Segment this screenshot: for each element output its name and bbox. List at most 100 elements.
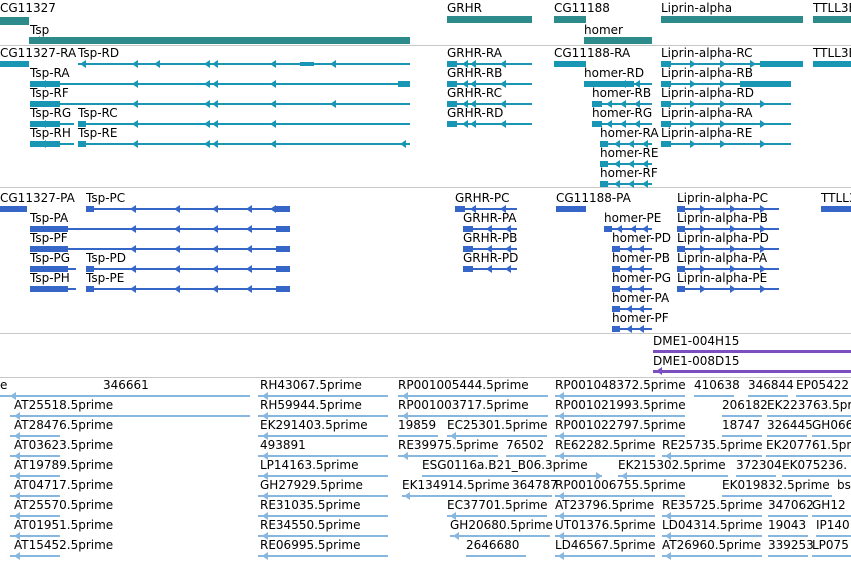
feature-label[interactable]: 2646680	[466, 538, 520, 552]
feature-glyph[interactable]	[584, 37, 652, 44]
feature-glyph[interactable]	[78, 120, 410, 128]
feature-bar[interactable]	[584, 37, 652, 44]
feature-glyph[interactable]	[661, 140, 791, 148]
feature-glyph[interactable]	[555, 392, 685, 400]
exon-block[interactable]	[677, 266, 685, 272]
feature-label[interactable]: 410638	[694, 378, 740, 392]
feature-glyph[interactable]	[554, 16, 586, 23]
feature-glyph[interactable]	[398, 392, 548, 400]
feature-label[interactable]: GRHR-PB	[463, 231, 518, 245]
exon-block[interactable]	[677, 246, 685, 252]
feature-label[interactable]: homer-PA	[612, 291, 670, 305]
feature-glyph[interactable]	[463, 245, 517, 253]
feature-glyph[interactable]	[86, 205, 290, 213]
feature-glyph[interactable]	[768, 555, 808, 557]
feature-bar[interactable]	[555, 495, 685, 497]
feature-label[interactable]: EC37701.5prime	[447, 498, 548, 512]
exon-block[interactable]	[30, 226, 68, 232]
feature-bar[interactable]	[677, 208, 779, 210]
exon-block[interactable]	[612, 306, 620, 312]
feature-glyph[interactable]	[258, 432, 388, 440]
feature-label[interactable]: Liprin-alpha	[661, 1, 733, 15]
feature-glyph[interactable]	[463, 225, 517, 233]
exon-block[interactable]	[86, 286, 94, 292]
feature-bar[interactable]	[86, 268, 290, 270]
feature-bar[interactable]	[10, 535, 60, 537]
feature-glyph[interactable]	[661, 120, 791, 128]
exon-block[interactable]	[455, 206, 465, 212]
feature-bar[interactable]	[258, 495, 388, 497]
feature-label[interactable]: Liprin-alpha-RE	[661, 126, 753, 140]
feature-glyph[interactable]	[813, 16, 851, 23]
feature-bar[interactable]	[0, 17, 29, 25]
feature-glyph[interactable]	[30, 80, 410, 88]
feature-glyph[interactable]	[30, 245, 290, 253]
feature-glyph[interactable]	[10, 412, 250, 420]
exon-block[interactable]	[398, 81, 410, 87]
feature-glyph[interactable]	[555, 512, 655, 520]
exon-block[interactable]	[677, 206, 685, 212]
feature-glyph[interactable]	[600, 180, 652, 188]
feature-bar[interactable]	[722, 415, 762, 417]
feature-glyph[interactable]	[78, 140, 410, 148]
feature-glyph[interactable]	[736, 475, 776, 477]
feature-bar[interactable]	[736, 475, 776, 477]
feature-bar[interactable]	[555, 455, 655, 457]
feature-glyph[interactable]	[258, 552, 388, 560]
feature-glyph[interactable]	[447, 512, 547, 520]
feature-label[interactable]: EK134914.5prime	[402, 478, 510, 492]
feature-glyph[interactable]	[10, 552, 60, 560]
exon-block[interactable]	[600, 161, 608, 167]
feature-glyph[interactable]	[258, 492, 388, 500]
exon-block[interactable]	[463, 246, 473, 252]
feature-glyph[interactable]	[447, 16, 532, 23]
feature-bar[interactable]	[662, 535, 762, 537]
feature-label[interactable]: Liprin-alpha-RA	[661, 106, 753, 120]
feature-glyph[interactable]	[796, 395, 851, 397]
feature-label[interactable]: AT25570.5prime	[14, 498, 114, 512]
feature-label[interactable]: DME1-008D15	[653, 354, 740, 368]
feature-glyph[interactable]	[662, 512, 762, 520]
feature-label[interactable]: 19043	[768, 518, 807, 532]
feature-glyph[interactable]	[556, 206, 586, 212]
feature-label[interactable]: AT19789.5prime	[14, 458, 114, 472]
feature-label[interactable]: Liprin-alpha-PE	[677, 271, 768, 285]
feature-label[interactable]: homer-RG	[592, 106, 653, 120]
feature-bar[interactable]	[555, 395, 685, 397]
feature-label[interactable]: LP14163.5prime	[260, 458, 359, 472]
exon-block[interactable]	[600, 181, 608, 187]
exon-block[interactable]	[30, 246, 68, 252]
feature-glyph[interactable]	[555, 432, 685, 440]
feature-label[interactable]: homer-RF	[600, 166, 658, 180]
feature-label[interactable]: RE34550.5prime	[260, 518, 361, 532]
feature-bar[interactable]	[677, 268, 779, 270]
feature-label[interactable]: homer-RB	[592, 86, 652, 100]
feature-label[interactable]: RP001003717.5prime	[398, 398, 529, 412]
feature-label[interactable]: AT03623.5prime	[14, 438, 114, 452]
feature-glyph[interactable]	[677, 225, 779, 233]
feature-label[interactable]: GH27929.5prime	[260, 478, 363, 492]
feature-bar[interactable]	[78, 143, 410, 145]
feature-label[interactable]: Liprin-alpha-PA	[677, 251, 768, 265]
feature-label[interactable]: TTLL3B	[813, 1, 851, 15]
feature-label[interactable]: RE39975.5prime	[398, 438, 499, 452]
feature-label[interactable]: homer-PF	[612, 311, 669, 325]
feature-glyph[interactable]	[821, 206, 851, 212]
exon-block[interactable]	[677, 286, 685, 292]
feature-label[interactable]: Liprin-alpha-PB	[677, 211, 768, 225]
exon-block[interactable]	[661, 81, 671, 87]
feature-bar[interactable]	[600, 183, 652, 185]
feature-bar[interactable]	[722, 435, 762, 437]
feature-bar[interactable]	[694, 395, 734, 397]
feature-glyph[interactable]	[0, 392, 250, 400]
feature-glyph[interactable]	[768, 535, 808, 537]
feature-bar[interactable]	[556, 206, 586, 212]
feature-label[interactable]: Tsp-RA	[30, 66, 70, 80]
exon-block[interactable]	[612, 266, 620, 272]
feature-label[interactable]: AT23796.5prime	[555, 498, 655, 512]
feature-label[interactable]: RP001021993.5prime	[555, 398, 686, 412]
feature-bar[interactable]	[600, 163, 652, 165]
feature-bar[interactable]	[258, 555, 388, 557]
feature-label[interactable]: 346661	[103, 378, 149, 392]
feature-label[interactable]: CG11327-PA	[0, 191, 75, 205]
